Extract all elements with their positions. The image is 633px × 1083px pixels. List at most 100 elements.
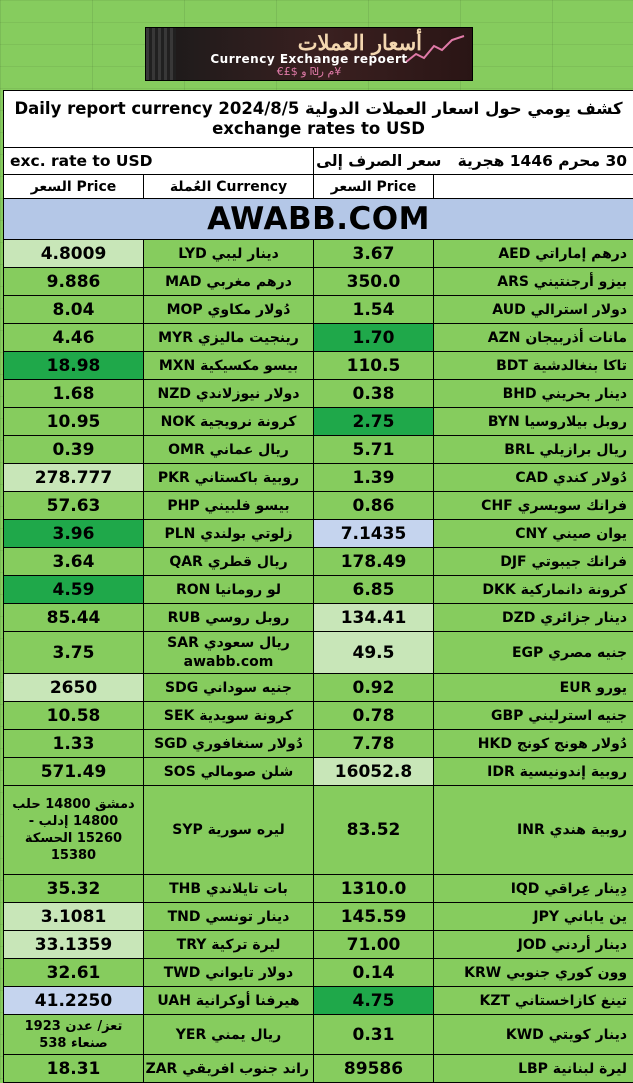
left-currency-cell: دينار تونسي TND [144,903,314,931]
right-currency-cell: وون كوري جنوبي KRW [434,959,633,987]
sar-label: ريال سعودي SAR [148,634,309,653]
right-price-cell: 0.31 [314,1015,434,1055]
left-currency-cell: جنيه سوداني SDG [144,674,314,702]
report-title-line2: exchange rates to USD [4,119,633,139]
banner-title-en: Currency Exchange repoert [146,52,472,66]
table-row: دمشق 14800 حلب 14800 إدلب - 15260 الحسكة… [4,786,633,875]
right-currency-cell: دولار استرالي AUD [434,296,633,324]
left-currency-cell: راند جنوب افريقي ZAR [144,1055,314,1083]
right-price-cell: 2.75 [314,408,434,436]
right-currency-cell: جنيه استرليني GBP [434,702,633,730]
left-currency-cell: روبل روسي RUB [144,604,314,632]
right-currency-cell: تاكا بنغالدشية BDT [434,352,633,380]
right-currency-cell: ين ياباني JPY [434,903,633,931]
left-currency-cell: روبية باكستاني PKR [144,464,314,492]
right-price-cell: 134.41 [314,604,434,632]
right-price-cell: 83.52 [314,786,434,875]
exchange-rate-table: كشف يومي حول اسعار العملات الدولية 2024/… [3,90,633,1083]
right-price-cell: 178.49 [314,548,434,576]
left-price-cell: تعز/ عدن 1923 صنعاء 538 [4,1015,144,1055]
left-currency-cell: بيسو فلبيني PHP [144,492,314,520]
right-price-cell: 7.78 [314,730,434,758]
right-price-cell: 71.00 [314,931,434,959]
left-currency-cell: ليرة تركية TRY [144,931,314,959]
right-currency-cell: فرانك جيبوتي DJF [434,548,633,576]
right-currency-cell: دينار كويتي KWD [434,1015,633,1055]
left-price-cell: 3.96 [4,520,144,548]
report-title-row: كشف يومي حول اسعار العملات الدولية 2024/… [4,91,633,148]
left-currency-cell: دينار ليبي LYD [144,240,314,268]
left-currency-cell: رينجيت ماليزي MYR [144,324,314,352]
col-currency: العُملة Currency [144,175,314,199]
col-price-left: السعر Price [4,175,144,199]
right-price-cell: 1.39 [314,464,434,492]
left-currency-cell: دولار تايواني TWD [144,959,314,987]
left-price-cell: 1.68 [4,380,144,408]
left-price-cell: 0.39 [4,436,144,464]
left-currency-cell: ريال يمني YER [144,1015,314,1055]
left-price-cell: 33.1359 [4,931,144,959]
right-currency-cell: ليرة لبنانية LBP [434,1055,633,1083]
ar-rate-label: 30 محرم 1446 هجرية سعر الصرف إلى الدولار… [314,148,633,175]
left-price-cell: 3.75 [4,632,144,674]
left-price-cell: 4.59 [4,576,144,604]
right-price-cell: 0.92 [314,674,434,702]
right-price-cell: 6.85 [314,576,434,604]
left-currency-cell: ليره سورية SYP [144,786,314,875]
right-currency-cell: دِينار عِراقي IQD [434,875,633,903]
right-price-cell: 0.38 [314,380,434,408]
right-price-cell: 350.0 [314,268,434,296]
left-price-cell: 57.63 [4,492,144,520]
right-price-cell: 0.86 [314,492,434,520]
right-price-cell: 110.5 [314,352,434,380]
right-currency-cell: ريال برازيلي BRL [434,436,633,464]
right-price-cell: 3.67 [314,240,434,268]
left-price-cell: 4.46 [4,324,144,352]
subheader-row: exc. rate to USD 30 محرم 1446 هجرية سعر … [4,148,633,175]
ar-rate-text: سعر الصرف إلى الدولار الأميركي [314,152,442,170]
report-title-line1: كشف يومي حول اسعار العملات الدولية 2024/… [4,99,633,119]
right-currency-cell: روبية هندي INR [434,786,633,875]
left-currency-cell: بيسو مكسيكية MXN [144,352,314,380]
right-currency-cell: يورو EUR [434,674,633,702]
left-price-cell: 18.31 [4,1055,144,1083]
left-price-cell: 32.61 [4,959,144,987]
left-price-cell: 41.2250 [4,987,144,1015]
right-price-cell: 7.1435 [314,520,434,548]
right-currency-cell: دُولار هونج كونج HKD [434,730,633,758]
left-currency-cell: دُولار سنغافوري SGD [144,730,314,758]
left-price-cell: 571.49 [4,758,144,786]
right-price-cell: 16052.8 [314,758,434,786]
left-price-cell: 85.44 [4,604,144,632]
left-currency-cell: كرونة نرويجية NOK [144,408,314,436]
right-price-cell: 145.59 [314,903,434,931]
right-currency-cell: دينار جزائري DZD [434,604,633,632]
right-currency-cell: تينغ كازاخستاني KZT [434,987,633,1015]
site-row: AWABB.COM [4,199,633,240]
left-currency-cell: لو رومانيا RON [144,576,314,604]
right-price-cell: 1310.0 [314,875,434,903]
left-currency-cell: دولار نيوزلاندي NZD [144,380,314,408]
sar-site-label: awabb.com [148,653,309,672]
left-price-cell: 18.98 [4,352,144,380]
report-title-cell: كشف يومي حول اسعار العملات الدولية 2024/… [4,91,633,148]
left-price-cell: دمشق 14800 حلب 14800 إدلب - 15260 الحسكة… [4,786,144,875]
right-currency-cell: روبية إندونيسية IDR [434,758,633,786]
